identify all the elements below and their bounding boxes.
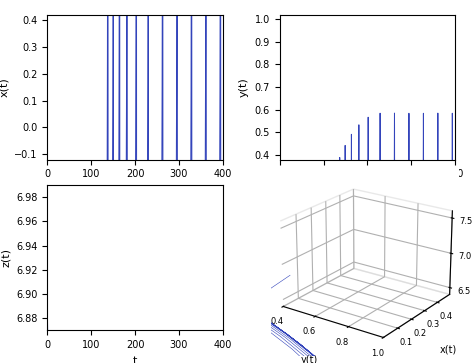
X-axis label: t: t [365,185,370,195]
X-axis label: y(t): y(t) [301,355,318,363]
X-axis label: t: t [133,356,137,363]
Y-axis label: x(t): x(t) [440,344,457,354]
Y-axis label: z(t): z(t) [0,248,10,267]
Y-axis label: x(t): x(t) [0,77,9,97]
Y-axis label: y(t): y(t) [239,77,249,97]
X-axis label: t: t [133,185,137,195]
